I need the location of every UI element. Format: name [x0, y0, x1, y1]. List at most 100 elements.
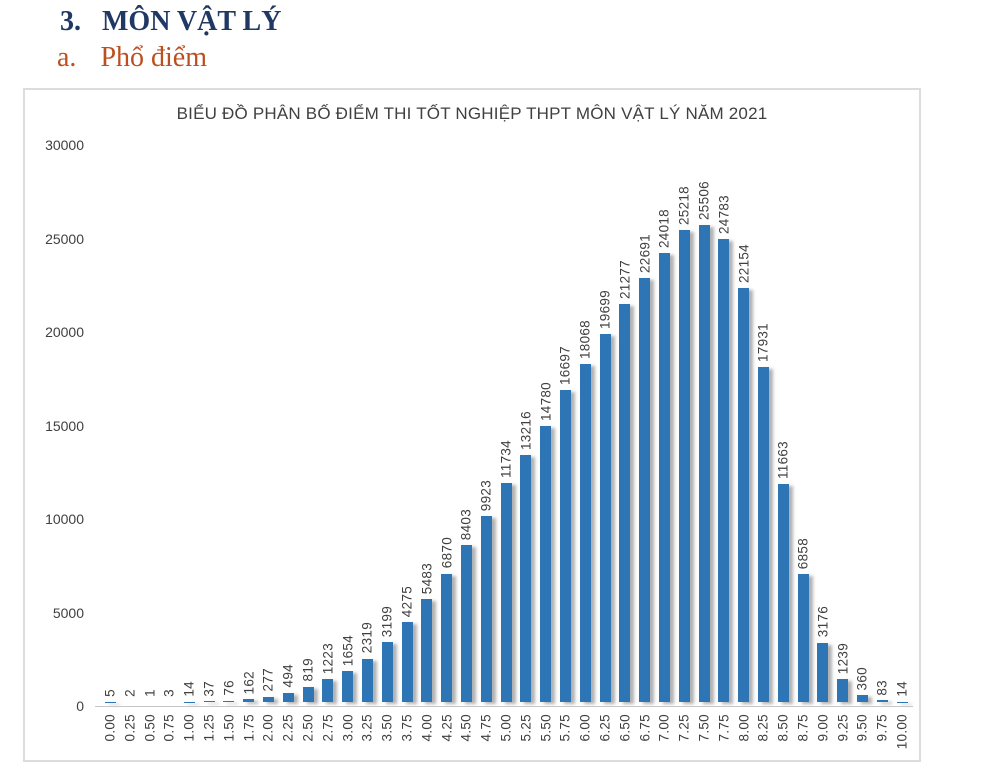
- x-tick-label: 0.00: [102, 714, 118, 742]
- x-tick-label: 6.75: [637, 714, 653, 742]
- bar: [540, 425, 552, 702]
- bar-value-label: 2: [122, 689, 138, 697]
- bar: [738, 287, 750, 702]
- x-tick-label: 9.25: [835, 714, 851, 742]
- bar-value-label: 1: [142, 689, 158, 697]
- x-tick-label: 3.50: [379, 714, 395, 742]
- bar: [460, 544, 472, 702]
- bar: [203, 701, 215, 702]
- x-tick-label: 1.50: [221, 714, 237, 742]
- section-heading: 3. MÔN VẬT LÝ: [60, 6, 281, 38]
- bar-value-label: 5: [102, 689, 118, 697]
- bar: [243, 698, 255, 702]
- x-tick-label: 6.00: [577, 714, 593, 742]
- y-tick-label: 25000: [45, 230, 84, 247]
- x-tick-label: 1.25: [201, 714, 217, 742]
- bar-value-label: 22691: [637, 233, 653, 273]
- bar-value-label: 2319: [359, 622, 375, 654]
- bar: [639, 277, 651, 702]
- y-tick-label: 5000: [52, 604, 84, 621]
- x-tick-label: 0.25: [122, 714, 138, 742]
- x-axis-line: [95, 706, 913, 707]
- x-tick-label: 1.00: [181, 714, 197, 742]
- x-tick-label: 8.25: [755, 714, 771, 742]
- bar-value-label: 9923: [478, 480, 494, 512]
- bar: [282, 692, 294, 702]
- bar: [856, 695, 868, 702]
- bar-value-label: 37: [201, 680, 217, 697]
- bar-value-label: 19699: [597, 289, 613, 329]
- bar: [441, 573, 453, 702]
- x-tick-label: 9.50: [854, 714, 870, 742]
- bar-value-label: 360: [854, 666, 870, 691]
- bar-value-label: 18068: [577, 320, 593, 360]
- bar-value-label: 17931: [755, 322, 771, 362]
- y-tick-label: 0: [76, 698, 84, 714]
- bar-value-label: 11663: [775, 440, 791, 479]
- bar-value-label: 14: [181, 681, 197, 697]
- x-tick-label: 3.25: [359, 714, 375, 742]
- x-tick-label: 7.75: [716, 714, 732, 742]
- x-tick-label: 4.50: [458, 714, 474, 742]
- x-tick-label: 7.50: [696, 714, 712, 742]
- bar: [876, 700, 888, 702]
- bar-value-label: 819: [300, 658, 316, 682]
- x-tick-label: 9.75: [874, 714, 890, 742]
- x-tick-label: 6.25: [597, 714, 613, 742]
- bar: [401, 622, 413, 702]
- chart-title: BIỂU ĐỒ PHÂN BỐ ĐIỂM THI TỐT NGHIỆP THPT…: [176, 104, 768, 123]
- bar: [817, 642, 829, 702]
- bar: [500, 482, 512, 702]
- bar: [480, 516, 492, 702]
- x-tick-label: 4.25: [439, 714, 455, 742]
- subsection-letter: a.: [57, 42, 77, 73]
- x-tick-label: 8.75: [795, 714, 811, 742]
- bar-value-label: 1223: [320, 642, 336, 675]
- bar: [777, 483, 789, 702]
- x-tick-label: 9.00: [815, 714, 831, 742]
- bar-value-label: 11734: [498, 439, 514, 478]
- bar-value-label: 13216: [518, 410, 534, 450]
- bar-value-label: 494: [280, 664, 296, 688]
- x-tick-label: 4.75: [478, 714, 494, 742]
- bar: [421, 599, 433, 702]
- x-tick-label: 7.25: [676, 714, 692, 742]
- x-tick-label: 0.75: [161, 714, 177, 742]
- y-tick-label: 20000: [45, 324, 84, 340]
- bar-value-label: 24018: [656, 208, 672, 248]
- bar: [718, 238, 730, 702]
- bar: [599, 333, 611, 702]
- x-tick-label: 5.75: [557, 714, 573, 742]
- bar: [698, 225, 710, 702]
- bar: [342, 671, 354, 702]
- bar-value-label: 76: [221, 679, 237, 696]
- bar-value-label: 25506: [696, 181, 712, 221]
- x-tick-label: 0.50: [142, 714, 158, 742]
- x-tick-label: 4.00: [419, 714, 435, 742]
- bar-value-label: 22154: [736, 243, 752, 283]
- section-number: 3.: [60, 6, 81, 37]
- bar-value-label: 4275: [399, 585, 415, 618]
- subsection-heading: a. Phổ điểm: [57, 42, 207, 74]
- bar: [559, 389, 571, 702]
- bar-value-label: 162: [241, 670, 257, 694]
- x-tick-label: 2.00: [260, 714, 276, 742]
- bar: [381, 642, 393, 702]
- y-tick-label: 15000: [45, 417, 84, 434]
- bar: [579, 364, 591, 702]
- bar-value-label: 24783: [716, 194, 732, 234]
- bar: [658, 252, 670, 702]
- bar: [262, 696, 274, 702]
- bar: [322, 679, 334, 702]
- bar-value-label: 6858: [795, 537, 811, 569]
- bar-value-label: 14: [894, 681, 910, 697]
- bar-value-label: 83: [874, 679, 890, 696]
- x-tick-label: 3.00: [340, 714, 356, 742]
- bar-value-label: 3: [161, 689, 177, 697]
- bar: [757, 366, 769, 702]
- x-tick-label: 8.00: [736, 714, 752, 742]
- bar-value-label: 14780: [538, 381, 554, 421]
- score-distribution-chart: BIỂU ĐỒ PHÂN BỐ ĐIỂM THI TỐT NGHIỆP THPT…: [23, 88, 921, 762]
- x-tick-label: 5.50: [538, 714, 554, 742]
- x-tick-label: 5.00: [498, 714, 514, 742]
